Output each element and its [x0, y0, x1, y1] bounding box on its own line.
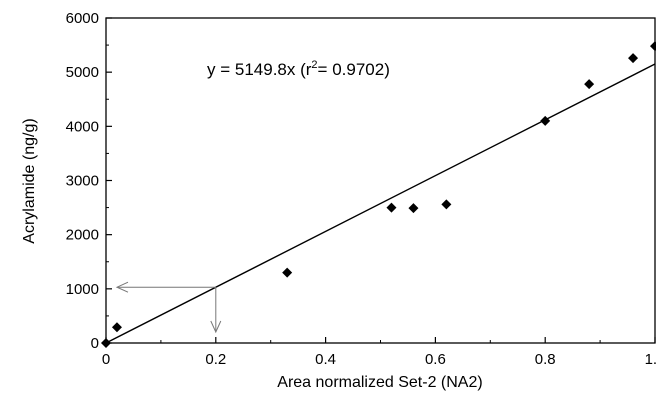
y-tick-label: 6000: [66, 10, 99, 27]
fit-line: [105, 63, 656, 344]
fit-equation: y = 5149.8x (r2= 0.9702): [207, 59, 390, 79]
x-tick-label: 0.6: [425, 351, 446, 368]
x-tick-label: 0.4: [315, 351, 336, 368]
data-point: [408, 203, 419, 214]
data-point: [282, 267, 293, 278]
x-tick-label: 0: [102, 351, 110, 368]
tick-labels: 0 0.2 0.4 0.6 0.8 1.0 0 1000 2000 3000 4000 5000 600…: [66, 10, 656, 368]
y-tick-label: 5000: [66, 64, 99, 81]
data-points: [101, 41, 656, 348]
lookup-arrows: [115, 281, 222, 334]
y-tick-label: 2000: [66, 227, 99, 244]
data-point: [111, 322, 122, 333]
y-tick-label: 0: [91, 335, 99, 352]
lookup-down-arrowhead: [210, 320, 222, 334]
x-tick-label: 0.8: [535, 351, 556, 368]
data-point: [101, 338, 111, 348]
data-point: [540, 115, 551, 126]
y-tick-label: 1000: [66, 281, 99, 298]
x-axis-title: Area normalized Set-2 (NA2): [277, 374, 482, 391]
x-tick-label: 0.2: [205, 351, 226, 368]
x-tick-label: 1.0: [645, 351, 656, 368]
y-axis-title: Acrylamide (ng/g): [21, 118, 38, 243]
data-point: [628, 53, 639, 64]
data-point: [386, 202, 397, 213]
data-point: [650, 41, 656, 52]
y-tick-label: 4000: [66, 118, 99, 135]
lookup-left-arrowhead: [115, 281, 129, 293]
y-tick-label: 3000: [66, 173, 99, 190]
data-point: [441, 199, 452, 210]
data-point: [584, 79, 595, 90]
